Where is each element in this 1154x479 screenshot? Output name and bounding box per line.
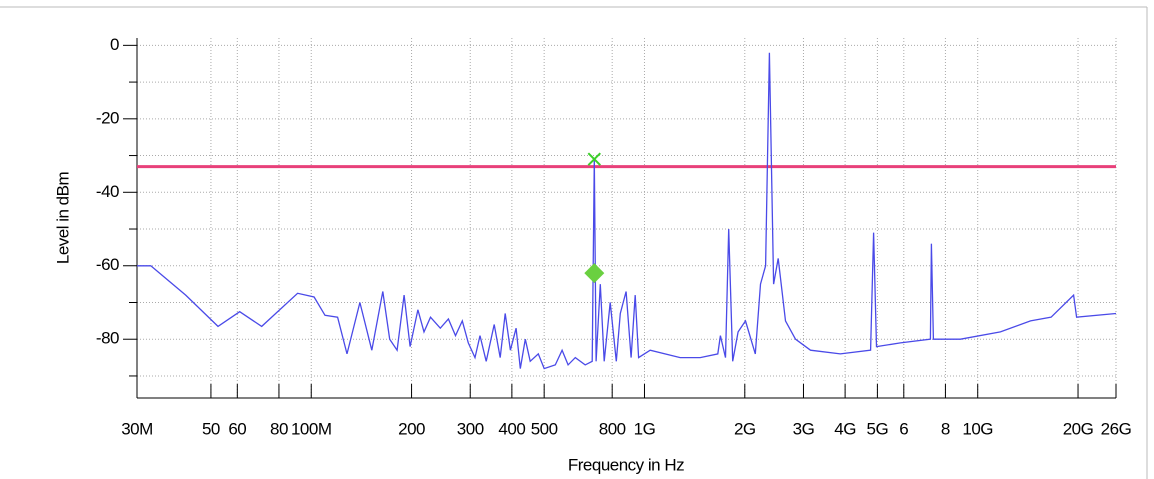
x-tick-label: 800	[599, 419, 626, 438]
x-tick-label: 20G	[1063, 419, 1094, 438]
trace	[137, 52, 1117, 370]
x-tick-label: 500	[531, 419, 558, 438]
x-tick-label: 26G	[1101, 419, 1132, 438]
y-tick-label: 0	[110, 35, 119, 54]
y-tick-label: -20	[96, 108, 119, 127]
x-tick-label: 2G	[734, 419, 756, 438]
marker	[587, 152, 602, 166]
x-tick-label: 200	[398, 419, 425, 438]
x-tick-label: 300	[457, 419, 484, 438]
x-axis-label: Frequency in Hz	[568, 455, 684, 474]
x-tick-label: 10G	[962, 419, 993, 438]
y-axis-label: Level in dBm	[53, 172, 72, 265]
x-tick-label: 3G	[793, 419, 815, 438]
x-tick-label: 80	[270, 419, 288, 438]
y-tick-label: -80	[96, 329, 119, 348]
x-tick-label: 60	[228, 419, 246, 438]
x-tick-label: 400	[498, 419, 525, 438]
x-tick-label: 4G	[834, 419, 856, 438]
x-tick-label: 8	[941, 419, 950, 438]
marker	[584, 263, 605, 284]
x-tick-label: 6	[899, 419, 908, 438]
x-tick-label: 1G	[634, 419, 656, 438]
x-tick-label: 5G	[867, 419, 889, 438]
x-tick-label: 50	[202, 419, 220, 438]
y-tick-label: -60	[96, 255, 119, 274]
x-tick-label: 100M	[291, 419, 332, 438]
y-tick-label: -40	[96, 182, 119, 201]
x-tick-label: 30M	[121, 419, 153, 438]
